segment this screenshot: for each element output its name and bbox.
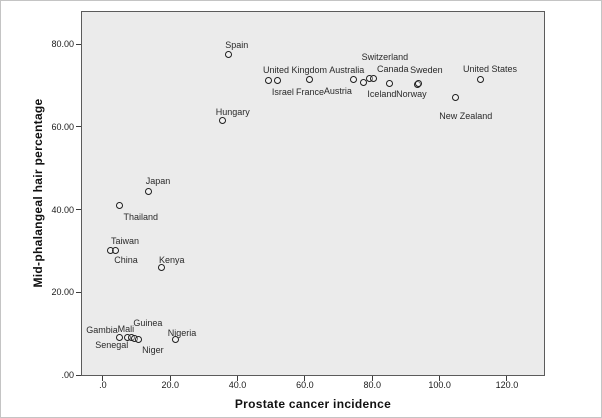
data-point-kenya (158, 264, 166, 272)
point-label-guinea: Guinea (133, 318, 163, 329)
data-point-china (111, 246, 119, 254)
y-axis-tick-label: 60.00 (51, 121, 74, 132)
y-axis-tick-label: 20.00 (51, 287, 74, 298)
x-axis-tick-label: 40.0 (228, 380, 247, 390)
data-point-austria (360, 78, 368, 86)
y-axis-tick (76, 291, 81, 293)
point-label-mali: Mali (117, 324, 135, 335)
point-label-australia: Australia (329, 65, 365, 76)
point-label-iceland: Iceland (367, 89, 397, 100)
x-axis-tick (237, 376, 239, 381)
point-label-norway: Norway (396, 89, 427, 100)
data-point-israel (265, 76, 273, 84)
data-point-switzerland (370, 74, 378, 82)
x-axis-tick-label: 80.0 (363, 380, 382, 390)
data-point-sweden (414, 80, 422, 88)
point-label-kenya: Kenya (159, 254, 185, 265)
point-label-sweden: Sweden (410, 64, 443, 75)
x-axis-tick (169, 376, 171, 381)
data-point-new-zealand (452, 94, 460, 102)
x-axis-tick-label: 20.0 (161, 380, 179, 390)
point-label-switzerland: Switzerland (361, 52, 409, 63)
point-label-united-states: United States (462, 64, 518, 75)
y-axis-tick-label: 80.00 (51, 39, 74, 50)
point-label-austria: Austria (323, 86, 352, 97)
point-label-canada: Canada (377, 64, 409, 74)
data-point-united-states (476, 75, 484, 83)
point-label-senegal: Senegal (95, 340, 129, 351)
y-axis-tick-label: .00 (61, 370, 74, 381)
y-axis-tick (76, 43, 81, 45)
data-point-hungary (219, 116, 227, 124)
x-axis-tick (506, 376, 508, 381)
point-label-nigeria: Nigeria (167, 327, 197, 338)
data-point-australia (350, 75, 358, 83)
x-axis-title: Prostate cancer incidence (234, 397, 392, 411)
x-axis-tick-label: 120.0 (495, 380, 519, 390)
data-point-japan (144, 187, 152, 195)
data-point-thailand (116, 201, 124, 209)
data-point-canada (386, 79, 394, 87)
point-label-gambia: Gambia (86, 325, 118, 336)
point-label-spain: Spain (225, 40, 249, 51)
y-axis-tick-label: 40.00 (51, 204, 74, 215)
point-label-united-kingdom: United Kingdom (262, 65, 327, 76)
point-label-thailand: Thailand (123, 212, 158, 223)
data-point-gambia (115, 333, 123, 341)
data-point-united-kingdom (274, 76, 282, 84)
plot-area (81, 11, 545, 376)
point-label-france: France (295, 87, 324, 98)
data-point-spain (225, 50, 233, 58)
point-label-niger: Niger (142, 344, 164, 355)
x-axis-tick (304, 376, 306, 381)
point-label-japan: Japan (145, 176, 171, 187)
point-label-new-zealand: New Zealand (439, 110, 493, 121)
y-axis-tick (76, 374, 81, 376)
point-label-taiwan: Taiwan (110, 236, 139, 247)
data-point-france (306, 75, 314, 83)
x-axis-tick (371, 376, 373, 381)
x-axis-tick (102, 376, 104, 381)
point-label-hungary: Hungary (215, 107, 250, 118)
point-label-china: China (114, 255, 138, 266)
x-axis-tick-label: 100.0 (428, 380, 451, 390)
y-axis-tick (76, 126, 81, 128)
x-axis-tick-label: .0 (99, 380, 107, 390)
y-axis-tick (76, 209, 81, 211)
x-axis-tick-label: 60.0 (296, 380, 314, 390)
point-label-israel: Israel (271, 87, 294, 98)
x-axis-tick (439, 376, 441, 381)
